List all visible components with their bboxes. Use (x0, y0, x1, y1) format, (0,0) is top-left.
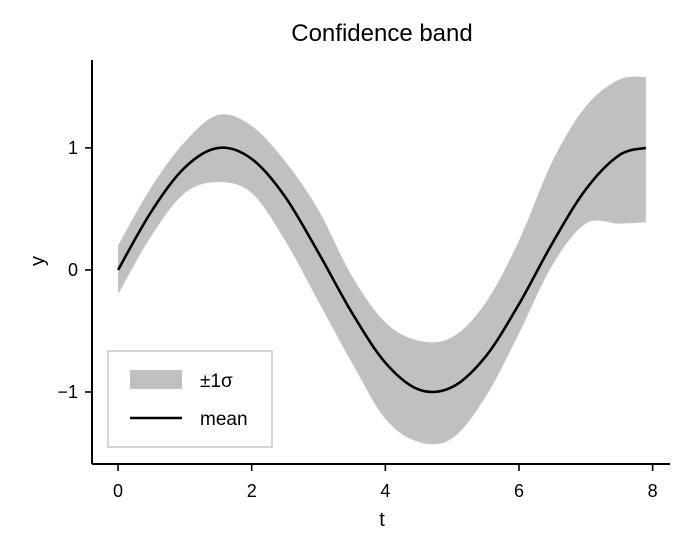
axes-layer: 0 2 4 6 8 −1 0 1 (57, 60, 670, 501)
x-tick-label: 6 (514, 481, 524, 501)
y-tick-label: −1 (57, 382, 78, 402)
y-tick-label: 0 (68, 260, 78, 280)
y-tick-label: 1 (68, 138, 78, 158)
line-layer (116, 146, 647, 394)
y-axis-label: y (27, 256, 49, 266)
confidence-band (118, 76, 646, 445)
x-tick-label: 8 (648, 481, 658, 501)
mean-line (116, 146, 647, 394)
legend-band-swatch (130, 370, 182, 389)
legend-frame (107, 350, 273, 448)
legend: ±1σ mean (107, 350, 273, 448)
legend-mean-label: mean (200, 409, 248, 430)
legend-band-label: ±1σ (200, 371, 233, 392)
x-tick-label: 0 (113, 481, 123, 501)
x-axis-label: t (379, 509, 385, 531)
band-layer (118, 76, 646, 445)
x-tick-label: 2 (247, 481, 257, 501)
x-tick-label: 4 (380, 481, 390, 501)
chart-title: Confidence band (291, 20, 472, 47)
